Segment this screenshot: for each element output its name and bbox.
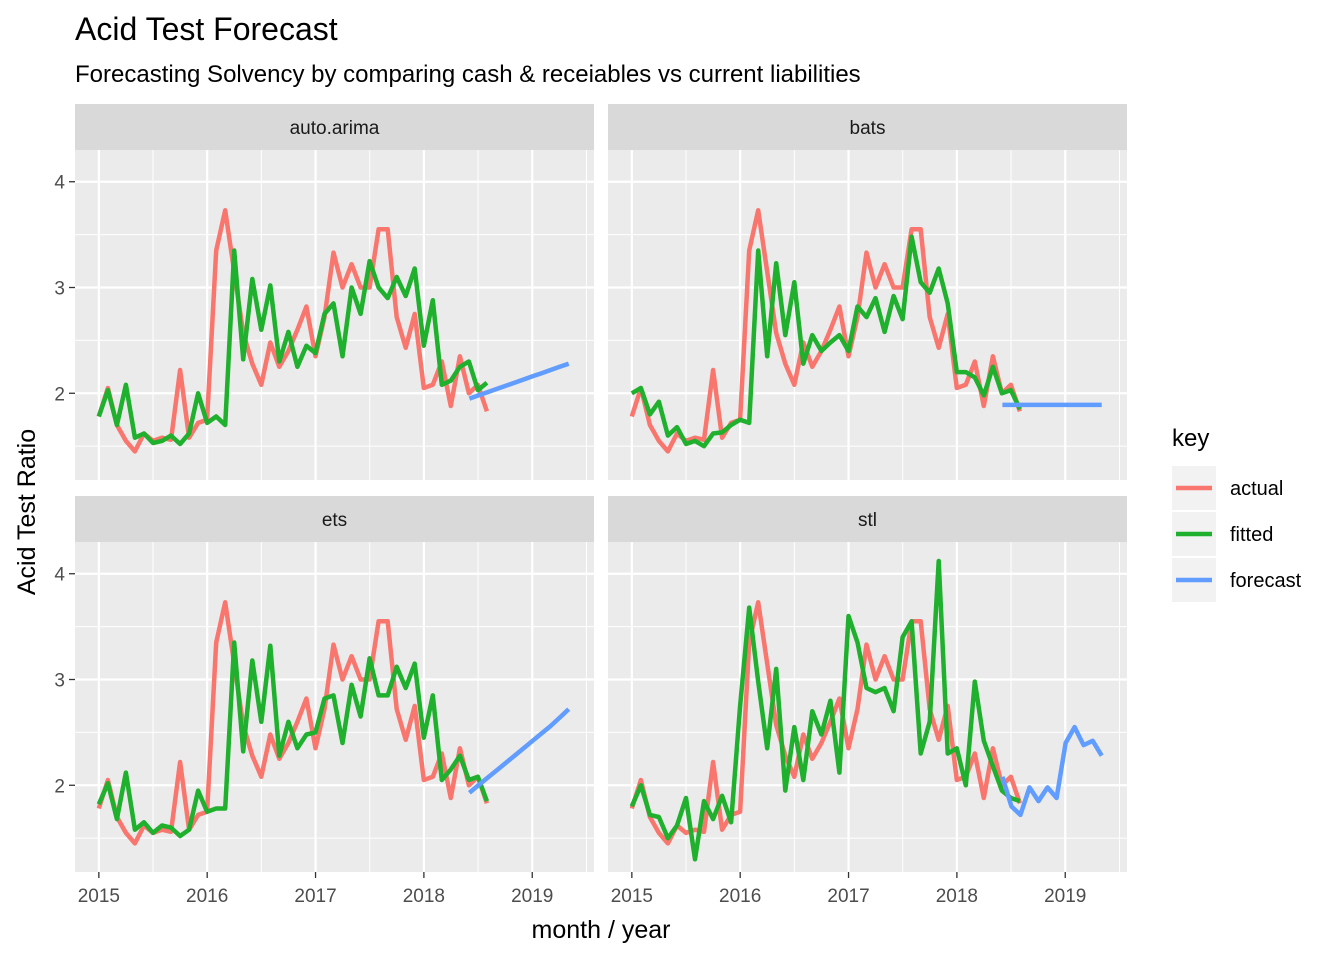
panel-auto-arima: auto.arima 2 3 4 xyxy=(54,104,594,480)
y-tick-label: 2 xyxy=(54,776,65,797)
facet-strip-label: bats xyxy=(850,118,886,139)
chart-subtitle: Forecasting Solvency by comparing cash &… xyxy=(75,61,861,88)
panels: auto.arima 2 3 4 bats ets 2 3 4 2015 2016 2017 2018 2… xyxy=(54,104,1127,907)
y-tick-label: 3 xyxy=(54,279,65,300)
panel-stl: stl 2015 2016 2017 2018 2019 xyxy=(608,496,1127,907)
x-tick-label: 2018 xyxy=(403,886,445,907)
legend-label-fitted: fitted xyxy=(1230,524,1273,546)
x-tick-label: 2016 xyxy=(719,886,761,907)
legend-label-forecast: forecast xyxy=(1230,570,1302,592)
x-axis-title: month / year xyxy=(532,916,671,944)
x-tick-label: 2015 xyxy=(611,886,653,907)
forecast-line xyxy=(1000,724,1104,818)
facet-strip xyxy=(75,496,594,542)
y-tick-label: 4 xyxy=(54,565,65,586)
x-tick-label: 2017 xyxy=(827,886,869,907)
panel-ets: ets 2 3 4 2015 2016 2017 2018 2019 xyxy=(54,496,594,907)
x-tick-label: 2017 xyxy=(294,886,336,907)
gridlines xyxy=(75,542,594,872)
actual-line xyxy=(629,600,1023,846)
chart-title: Acid Test Forecast xyxy=(75,11,338,47)
x-tick-label: 2015 xyxy=(78,886,120,907)
gridlines xyxy=(75,150,594,480)
gridlines xyxy=(608,150,1127,480)
facet-strip xyxy=(608,104,1127,150)
x-tick-label: 2016 xyxy=(186,886,228,907)
fitted-line xyxy=(630,234,1022,449)
fitted-line xyxy=(96,640,490,839)
fitted-line xyxy=(96,248,489,447)
facet-strip-label: ets xyxy=(322,510,347,531)
actual-line xyxy=(629,208,1023,454)
facet-strip xyxy=(608,496,1127,542)
y-tick-label: 2 xyxy=(54,384,65,405)
forecast-line xyxy=(467,707,571,795)
x-tick-label: 2018 xyxy=(936,886,978,907)
y-tick-label: 4 xyxy=(54,173,65,194)
panel-bats: bats xyxy=(608,104,1127,480)
y-tick-label: 3 xyxy=(54,671,65,692)
facet-strip xyxy=(75,104,594,150)
forecast-line xyxy=(468,361,570,401)
legend: key actual fitted forecast xyxy=(1172,425,1302,602)
panel-background xyxy=(608,542,1127,872)
x-tick-label: 2019 xyxy=(1044,886,1086,907)
x-tick-label: 2019 xyxy=(511,886,553,907)
legend-label-actual: actual xyxy=(1230,478,1283,500)
fitted-line xyxy=(629,558,1021,862)
y-axis-title: Acid Test Ratio xyxy=(13,429,41,595)
facet-strip-label: stl xyxy=(858,510,877,531)
legend-title: key xyxy=(1172,425,1209,452)
facet-strip-label: auto.arima xyxy=(290,118,380,139)
